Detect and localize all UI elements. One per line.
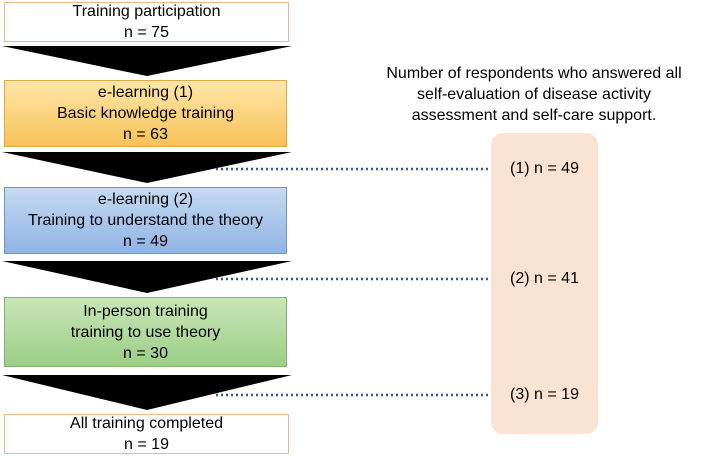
stage-title: In-person training bbox=[83, 302, 208, 320]
stage-title: Training participation bbox=[72, 3, 221, 20]
stage-count: n = 19 bbox=[124, 436, 169, 453]
stage-title: e-learning (2) bbox=[97, 191, 194, 208]
stage-title: e-learning (1) bbox=[97, 84, 194, 101]
respondent-count-1: (1) n = 49 bbox=[510, 160, 579, 177]
stage-training-participation: Training participation n = 75 bbox=[4, 2, 289, 42]
stage-count: n = 49 bbox=[123, 233, 168, 250]
arrow-down-1 bbox=[2, 46, 292, 76]
respondents-heading-line: assessment and self-care support. bbox=[411, 107, 657, 124]
stage-in-person-training: In-person training training to use theor… bbox=[4, 297, 287, 367]
stage-count: n = 30 bbox=[123, 344, 168, 362]
stage-subtitle: Training to understand the theory bbox=[27, 212, 264, 229]
arrow-down-4 bbox=[2, 375, 292, 410]
stage-title: All training completed bbox=[70, 415, 223, 432]
respondents-heading-line: Number of respondents who answered all bbox=[386, 65, 682, 82]
respondents-heading-line: self-evaluation of disease activity bbox=[417, 86, 651, 103]
stage-elearning-2: e-learning (2) Training to understand th… bbox=[4, 187, 287, 254]
stage-all-training-completed: All training completed n = 19 bbox=[4, 414, 289, 454]
respondents-panel bbox=[491, 133, 598, 434]
stage-elearning-1: e-learning (1) Basic knowledge training … bbox=[4, 80, 287, 147]
arrow-down-2 bbox=[2, 152, 292, 183]
stage-subtitle: Basic knowledge training bbox=[57, 105, 234, 122]
stage-count: n = 75 bbox=[124, 24, 169, 41]
stage-subtitle: training to use theory bbox=[70, 323, 221, 341]
stage-count: n = 63 bbox=[123, 126, 168, 143]
arrow-down-3 bbox=[2, 261, 292, 293]
respondent-count-3: (3) n = 19 bbox=[510, 386, 579, 403]
respondents-heading: Number of respondents who answered all s… bbox=[362, 63, 706, 126]
respondent-count-2: (2) n = 41 bbox=[510, 270, 579, 287]
